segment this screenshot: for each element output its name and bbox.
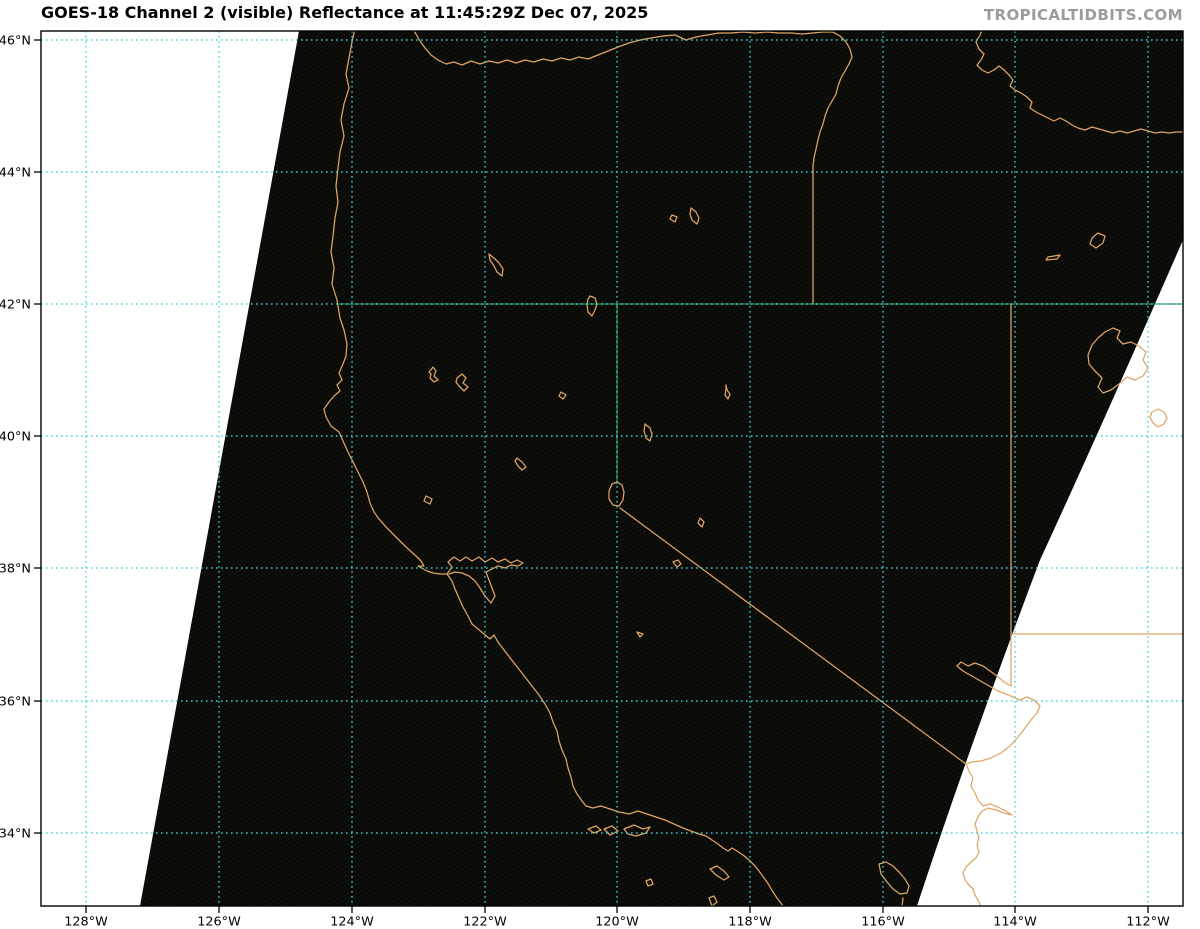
- lon-tick-label: 120°W: [595, 915, 639, 929]
- snake-river-oregon-idaho-border: [812, 31, 853, 305]
- san-francisco-bay-delta: [446, 556, 524, 604]
- lat-tick-label: 38°N: [0, 561, 31, 576]
- lon-tick-label: 126°W: [197, 915, 241, 929]
- colorado-river-lake-mead: [956, 661, 1041, 906]
- northern-california-lakes: [423, 366, 567, 505]
- image-title: GOES-18 Channel 2 (visible) Reflectance …: [41, 3, 649, 22]
- california-nevada-diagonal-border: [619, 507, 967, 765]
- lon-tick-label: 124°W: [330, 915, 374, 929]
- great-salt-lake: [1087, 327, 1149, 394]
- lat-tick-label: 44°N: [0, 165, 31, 180]
- columbia-river: [413, 31, 834, 66]
- lon-tick-label: 116°W: [861, 915, 905, 929]
- oregon-lakes: [488, 207, 700, 317]
- lake-tahoe: [608, 481, 625, 507]
- nevada-lakes: [643, 384, 731, 568]
- idaho-lakes: [1045, 232, 1106, 261]
- channel-islands: [587, 824, 730, 906]
- lon-tick-label: 118°W: [728, 915, 772, 929]
- utah-lake: [1149, 408, 1168, 428]
- coastline-pacific: [323, 31, 784, 906]
- lat-tick-label: 34°N: [0, 826, 31, 841]
- lat-tick-label: 40°N: [0, 429, 31, 444]
- montana-idaho-border: [975, 31, 1183, 134]
- plot-frame: [40, 30, 1184, 907]
- watermark-tropicaltidbits: TROPICALTIDBITS.COM: [983, 6, 1183, 24]
- lat-tick-label: 46°N: [0, 33, 31, 48]
- lon-tick-label: 112°W: [1126, 915, 1170, 929]
- lon-tick-label: 122°W: [463, 915, 507, 929]
- lon-tick-label: 128°W: [64, 915, 108, 929]
- sierra-foothill-lake: [636, 631, 644, 638]
- satellite-swath-dark-region: [140, 31, 1183, 906]
- lat-tick-label: 42°N: [0, 297, 31, 312]
- lon-tick-label: 114°W: [993, 915, 1037, 929]
- lat-tick-label: 36°N: [0, 694, 31, 709]
